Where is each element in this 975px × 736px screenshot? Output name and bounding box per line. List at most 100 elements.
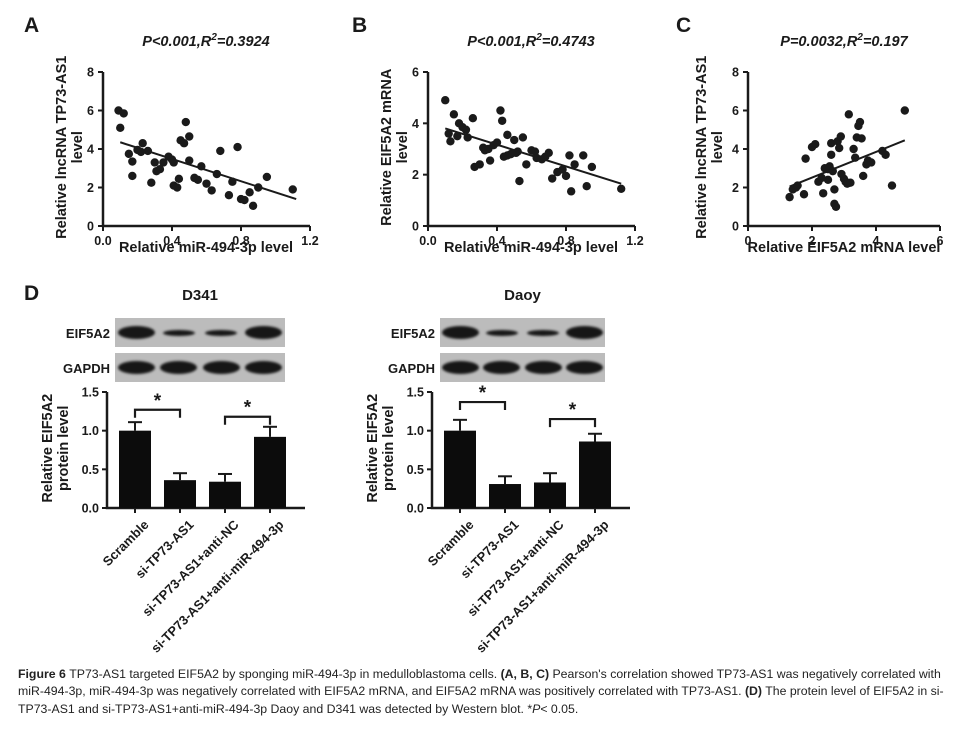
bar	[254, 436, 286, 508]
data-point	[617, 184, 626, 193]
significance-asterisk: *	[479, 383, 487, 404]
x-tick-label: 0.8	[557, 234, 574, 248]
data-point	[446, 137, 455, 146]
data-point	[496, 106, 505, 115]
caption-segment: (A, B, C)	[500, 667, 550, 681]
panel-c-x-axis-label: Relative EIF5A2 mRNA level	[747, 240, 941, 256]
y-tick-label: 2	[87, 181, 94, 195]
data-point	[799, 190, 809, 199]
data-point	[216, 146, 225, 156]
data-point	[887, 181, 897, 190]
bar	[209, 481, 241, 508]
data-points	[441, 96, 626, 196]
y-tick-label: 0	[412, 220, 419, 234]
protein-band	[527, 329, 560, 336]
blot-lane-strip	[440, 318, 605, 347]
y-tick-label: 1.0	[407, 424, 424, 438]
protein-band	[205, 329, 238, 336]
data-point	[159, 158, 168, 167]
data-point	[881, 150, 890, 159]
scatter-plot-b: 0 2 4 6 0.0 0.4 0.8 1.2	[412, 66, 644, 249]
caption-segment: Pearson's correlation showed TP73-AS1 wa…	[18, 667, 941, 699]
bar	[119, 430, 151, 508]
data-point	[116, 123, 125, 133]
data-point	[485, 156, 495, 165]
data-point	[570, 160, 579, 169]
y-tick-label: 6	[412, 66, 419, 80]
blot-protein-label: GAPDH	[388, 361, 435, 376]
bar	[164, 480, 196, 508]
x-tick-label: 0	[745, 234, 752, 248]
panel-a-letter: A	[24, 14, 40, 37]
blot-cell-line-title: D341	[182, 287, 218, 304]
data-point	[288, 185, 297, 194]
data-point	[867, 158, 876, 167]
significance-asterisk: *	[569, 400, 577, 421]
protein-band	[117, 361, 155, 374]
panel-c-letter: C	[676, 14, 692, 37]
data-point	[233, 142, 242, 152]
category-label: si-TP73-AS1+anti-miR-494-3p	[473, 517, 612, 656]
protein-band	[245, 361, 283, 374]
y-tick-label: 4	[732, 143, 739, 157]
bar	[489, 484, 521, 508]
data-point	[475, 160, 484, 169]
caption-segment: P	[532, 701, 541, 716]
data-point	[544, 148, 553, 158]
data-point	[155, 165, 165, 174]
data-point	[262, 172, 272, 182]
category-label: si-TP73-AS1+anti-NC	[139, 517, 242, 620]
protein-band	[524, 361, 562, 374]
x-tick-label: 0.0	[94, 234, 111, 248]
data-point	[174, 174, 184, 184]
data-point	[582, 182, 591, 191]
data-point	[124, 149, 134, 159]
data-point	[248, 201, 258, 210]
caption-segment: (D)	[744, 684, 763, 699]
data-point	[831, 202, 841, 211]
data-point	[846, 178, 855, 187]
data-point	[515, 176, 524, 186]
data-point	[811, 139, 820, 149]
data-point	[185, 132, 194, 141]
y-tick-label: 4	[87, 143, 94, 157]
data-point	[849, 144, 858, 154]
d341-bar-y-axis-label: Relative EIF5A2 protein level	[39, 393, 72, 503]
data-point	[441, 96, 450, 105]
data-point	[857, 134, 866, 143]
data-point	[444, 129, 453, 138]
x-tick-label: 4	[873, 234, 880, 248]
bar-chart-daoy: 0.0 0.5 1.0 1.5 * *	[407, 383, 630, 516]
data-point	[548, 174, 557, 183]
blot-lane-strip	[440, 353, 605, 382]
y-tick-label: 2	[732, 181, 739, 195]
category-label: si-TP73-AS1+anti-NC	[464, 517, 567, 620]
data-point	[181, 117, 190, 127]
blot-protein-label: EIF5A2	[65, 326, 110, 341]
data-point	[566, 187, 576, 196]
data-point	[207, 186, 216, 195]
data-point	[836, 132, 845, 141]
protein-band	[442, 326, 480, 339]
panel-b-x-axis-label: Relative miR-494-3p level	[443, 240, 619, 256]
data-point	[128, 171, 137, 181]
x-tick-label: 0.4	[488, 234, 505, 248]
x-tick-label: 1.2	[301, 234, 318, 248]
protein-band	[442, 361, 480, 374]
data-point	[172, 183, 182, 192]
y-tick-label: 8	[87, 66, 94, 80]
data-point	[859, 171, 868, 181]
scatter-plot-c: 0 2 4 6 8 0 2 4 6	[732, 66, 943, 249]
axis	[746, 72, 940, 228]
caption-segment: TP73-AS1 targeted EIF5A2 by sponging miR…	[69, 667, 501, 681]
y-tick-label: 0.5	[82, 463, 99, 477]
data-point	[522, 160, 531, 169]
data-point	[503, 130, 512, 140]
data-point	[497, 116, 507, 125]
bar-chart-d341: 0.0 0.5 1.0 1.5 * *	[82, 386, 305, 516]
data-point	[565, 151, 574, 160]
protein-band	[162, 329, 195, 336]
trend-line	[119, 141, 297, 201]
blot-protein-label: GAPDH	[63, 361, 110, 376]
figure-caption: Figure 6 TP73-AS1 targeted EIF5A2 by spo…	[18, 666, 960, 718]
